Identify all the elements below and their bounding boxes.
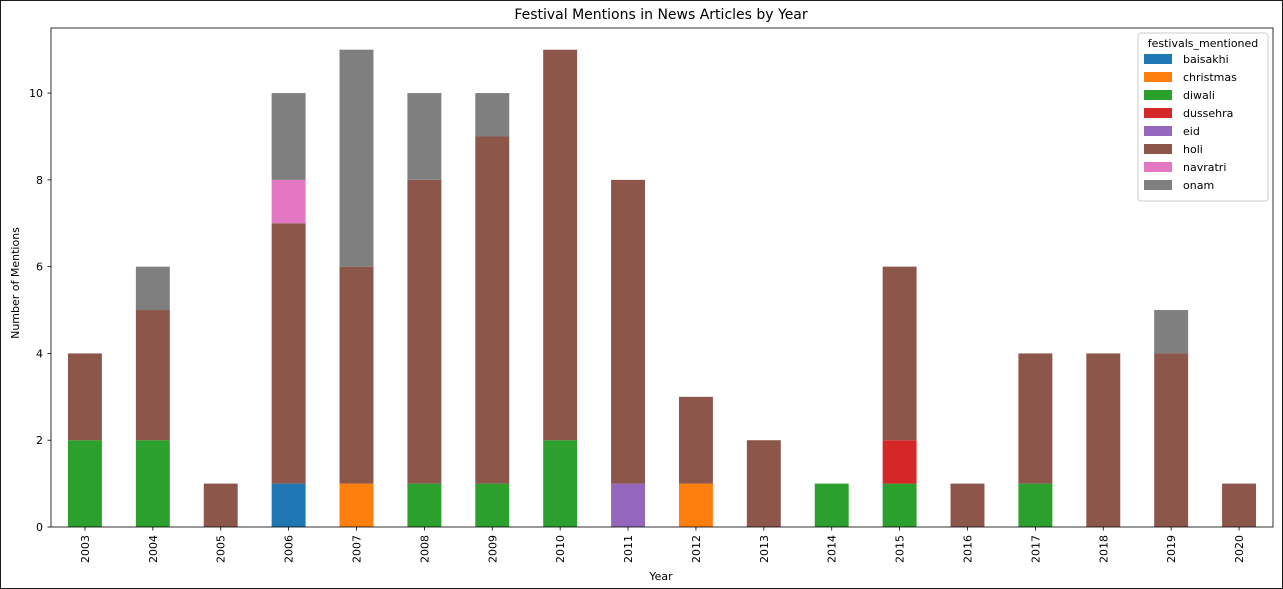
bar-segment-dussehra-2015	[882, 440, 917, 484]
bar-segment-onam-2008	[407, 93, 442, 180]
x-tick-label: 2020	[1233, 535, 1246, 563]
bar-segment-holi-2013	[746, 440, 781, 527]
bar-segment-baisakhi-2006	[271, 483, 306, 527]
bar-segment-holi-2019	[1154, 353, 1189, 527]
bar-segment-diwali-2014	[814, 483, 849, 527]
bar-segment-diwali-2008	[407, 483, 442, 527]
x-tick-label: 2015	[894, 535, 907, 563]
legend-label-holi: holi	[1183, 143, 1203, 156]
bar-segment-holi-2018	[1086, 353, 1121, 527]
y-tick-label: 0	[36, 521, 43, 534]
bar-segment-holi-2003	[67, 353, 102, 441]
bar-segment-holi-2010	[543, 49, 578, 441]
x-axis-label: Year	[648, 570, 673, 583]
bar-segment-holi-2009	[475, 136, 510, 484]
legend-swatch-dussehra	[1144, 108, 1172, 118]
y-tick-label: 10	[29, 87, 43, 100]
legend-swatch-onam	[1144, 180, 1172, 190]
bar-segment-onam-2004	[135, 266, 170, 311]
legend-swatch-baisakhi	[1144, 54, 1172, 64]
bar-segment-christmas-2007	[339, 483, 374, 527]
bar-segment-eid-2011	[611, 483, 646, 527]
bar-segment-onam-2007	[339, 49, 374, 267]
bar-segment-holi-2008	[407, 179, 442, 484]
legend-swatch-eid	[1144, 126, 1172, 136]
x-tick-label: 2012	[690, 535, 703, 563]
x-tick-label: 2014	[826, 535, 839, 563]
x-tick-label: 2007	[351, 535, 364, 563]
bar-segment-holi-2011	[611, 179, 646, 484]
bar-segment-onam-2019	[1154, 310, 1189, 354]
x-tick-label: 2005	[215, 535, 228, 563]
bar-segment-holi-2016	[950, 483, 985, 527]
legend-swatch-navratri	[1144, 162, 1172, 172]
bar-segment-holi-2020	[1222, 483, 1257, 527]
bar-segment-holi-2006	[271, 223, 306, 484]
x-tick-label: 2019	[1165, 535, 1178, 563]
legend-label-eid: eid	[1183, 125, 1200, 138]
x-tick-label: 2017	[1029, 535, 1042, 563]
axes-group: 0 2 4 6 8 10 2003 2004 2005 2006 2007 2008 2009 2010 2…	[29, 27, 1274, 563]
bar-segment-christmas-2012	[678, 483, 713, 527]
bar-segment-holi-2015	[882, 266, 917, 441]
bar-segment-diwali-2009	[475, 483, 510, 527]
bar-segment-holi-2017	[1018, 353, 1053, 484]
legend: festivals_mentioned baisakhi christmas diwa…	[1137, 32, 1269, 202]
x-tick-label: 2018	[1097, 535, 1110, 563]
bar-segment-diwali-2010	[543, 440, 578, 527]
bar-segment-holi-2004	[135, 310, 170, 441]
plot-area-frame	[50, 27, 1274, 528]
x-tick-label: 2010	[554, 535, 567, 563]
legend-title: festivals_mentioned	[1148, 37, 1259, 50]
y-tick-label: 8	[36, 174, 43, 187]
y-tick-label: 6	[36, 261, 43, 274]
x-tick-label: 2016	[962, 535, 975, 563]
bar-segment-diwali-2017	[1018, 483, 1053, 527]
y-tick-label: 2	[36, 434, 43, 447]
legend-label-christmas: christmas	[1183, 71, 1237, 84]
x-tick-label: 2008	[418, 535, 431, 563]
legend-label-navratri: navratri	[1183, 161, 1226, 174]
legend-label-baisakhi: baisakhi	[1183, 53, 1229, 66]
bar-segment-holi-2005	[203, 483, 238, 527]
bar-segment-holi-2012	[678, 396, 713, 484]
bar-segment-holi-2007	[339, 266, 374, 484]
legend-swatch-diwali	[1144, 90, 1172, 100]
legend-label-onam: onam	[1183, 179, 1214, 192]
chart-title: Festival Mentions in News Articles by Ye…	[514, 7, 808, 23]
y-axis-label: Number of Mentions	[9, 227, 22, 339]
x-tick-label: 2004	[147, 535, 160, 563]
x-tick-label: 2003	[79, 535, 92, 563]
bar-segment-navratri-2006	[271, 179, 306, 224]
legend-label-diwali: diwali	[1183, 89, 1215, 102]
x-tick-label: 2006	[283, 535, 296, 563]
x-tick-label: 2013	[758, 535, 771, 563]
bar-segment-diwali-2015	[882, 483, 917, 527]
x-tick-label: 2009	[486, 535, 499, 563]
x-tick-label: 2011	[622, 535, 635, 563]
legend-label-dussehra: dussehra	[1183, 107, 1233, 120]
y-tick-label: 4	[36, 347, 43, 360]
bar-segment-diwali-2003	[67, 440, 102, 527]
bar-segment-onam-2006	[271, 93, 306, 180]
legend-swatch-christmas	[1144, 72, 1172, 82]
bars-group	[67, 49, 1257, 527]
legend-swatch-holi	[1144, 144, 1172, 154]
bar-segment-diwali-2004	[135, 440, 170, 527]
bar-segment-onam-2009	[475, 93, 510, 137]
